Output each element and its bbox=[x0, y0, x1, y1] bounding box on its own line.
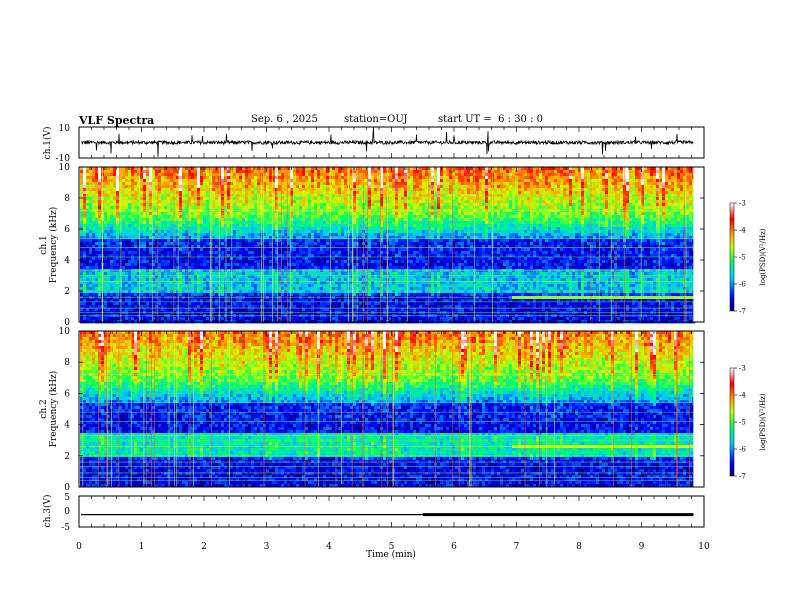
ch1-freq-ylabel: Frequency (kHz) bbox=[48, 207, 59, 284]
time-axis-tick-labels: 0 1 2 3 4 5 6 7 8 9 10 bbox=[76, 542, 710, 552]
ch3-ytick-mid: 0 bbox=[64, 507, 70, 517]
time-axis-tick: 8 bbox=[576, 542, 582, 552]
time-axis-tick: 7 bbox=[514, 542, 520, 552]
ch1-freq-ytick: 8 bbox=[64, 194, 70, 204]
ch2-freq-ytick: 2 bbox=[64, 452, 70, 462]
ch1-spectrogram-image bbox=[80, 167, 704, 324]
ch1-freq-ytick: 6 bbox=[64, 225, 70, 235]
ch1-spectrogram-panel: 0 2 4 6 8 10 ch.1 Frequency (kHz) bbox=[39, 163, 705, 328]
ch2-colorbar-tick: -7 bbox=[739, 473, 746, 481]
time-axis-tick: 4 bbox=[326, 542, 332, 552]
ch2-colorbar: -3 -4 -5 -6 -7 log(PSD)(V²/Hz) bbox=[729, 365, 767, 481]
ch2-ylabel-top: ch.2 bbox=[39, 399, 49, 418]
ch1-ytick-top: 10 bbox=[59, 124, 71, 134]
station-label: station=OUJ bbox=[344, 114, 408, 125]
ch2-freq-ytick: 0 bbox=[64, 483, 70, 493]
ch2-spectrogram-panel: 0 2 4 6 8 10 ch.2 Frequency (kHz) bbox=[39, 327, 705, 493]
figure-title: VLF Spectra bbox=[79, 114, 154, 127]
date-label: Sep. 6 , 2025 bbox=[251, 114, 318, 125]
ch2-colorbar-tick: -6 bbox=[739, 446, 746, 454]
time-axis-tick: 5 bbox=[389, 542, 395, 552]
ch1-colorbar-label: log(PSD)(V²/Hz) bbox=[759, 228, 767, 285]
ch2-colorbar-tick: -4 bbox=[739, 392, 746, 400]
ch3-ytick-top: 5 bbox=[64, 493, 70, 503]
ch2-freq-ylabel: Frequency (kHz) bbox=[48, 371, 59, 448]
ch1-freq-ytick: 0 bbox=[64, 318, 70, 328]
ch2-colorbar-tick: -5 bbox=[739, 419, 746, 427]
ch2-freq-ytick: 6 bbox=[64, 389, 70, 399]
ch1-colorbar-tick: -5 bbox=[739, 254, 746, 262]
ch2-freq-ytick: 4 bbox=[64, 421, 70, 431]
time-axis-tick: 0 bbox=[76, 542, 82, 552]
ch1-waveform-line bbox=[81, 127, 694, 157]
ch1-ylabel: ch.1(V) bbox=[42, 127, 53, 160]
ch3-ytick-bottom: -5 bbox=[61, 523, 70, 533]
ch1-ytick-bottom: -10 bbox=[56, 154, 71, 164]
ch1-freq-ytick: 4 bbox=[64, 256, 70, 266]
time-axis-tick: 9 bbox=[639, 542, 645, 552]
ch1-freq-ytick: 2 bbox=[64, 287, 70, 297]
time-axis-tick: 3 bbox=[264, 542, 270, 552]
ch2-spectrogram-image bbox=[80, 331, 704, 488]
time-axis-tick: 6 bbox=[451, 542, 457, 552]
time-axis-tick: 1 bbox=[139, 542, 145, 552]
ch1-colorbar-tick: -4 bbox=[739, 227, 746, 235]
ch2-colorbar-label: log(PSD)(V²/Hz) bbox=[759, 393, 767, 450]
ch1-colorbar: -3 -4 -5 -6 -7 log(PSD)(V²/Hz) bbox=[729, 200, 767, 316]
ch1-freq-ytick: 10 bbox=[59, 163, 71, 173]
ch1-colorbar-tick: -7 bbox=[739, 308, 746, 316]
time-axis-tick: 2 bbox=[201, 542, 207, 552]
ch2-freq-ytick: 10 bbox=[59, 327, 71, 337]
ch2-freq-ytick: 8 bbox=[64, 358, 70, 368]
ch3-panel: 5 0 -5 ch.3(V) bbox=[42, 493, 705, 533]
ch3-ylabel: ch.3(V) bbox=[42, 495, 53, 528]
ch1-ylabel-top: ch.1 bbox=[39, 235, 49, 254]
time-axis-label: Time (min) bbox=[366, 549, 416, 560]
ch1-colorbar-tick: -3 bbox=[739, 200, 746, 208]
ch2-colorbar-tick: -3 bbox=[739, 365, 746, 373]
time-axis-ticks bbox=[78, 127, 705, 527]
time-axis-tick: 10 bbox=[698, 542, 710, 552]
ch1-colorbar-tick: -6 bbox=[739, 281, 746, 289]
start-ut-label: start UT = 6 : 30 : 0 bbox=[438, 114, 543, 125]
